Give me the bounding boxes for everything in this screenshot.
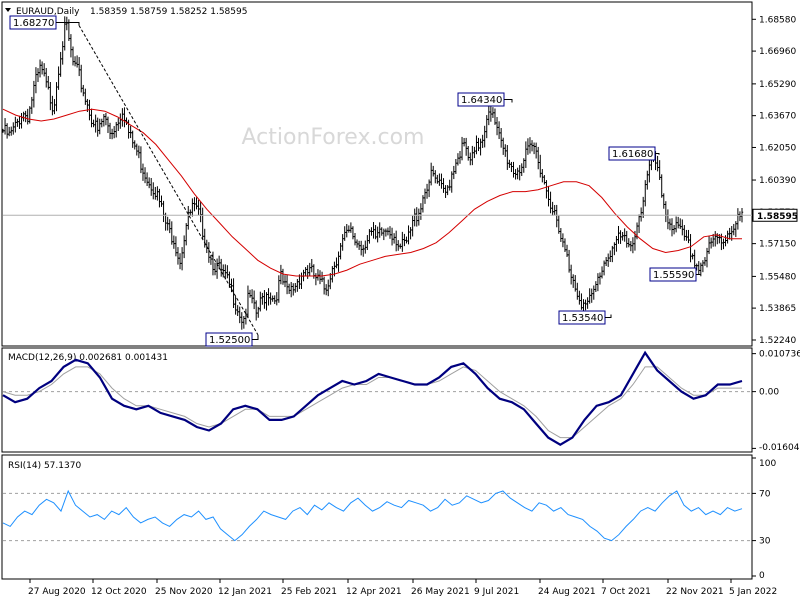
price-axis: 1.68580 1.66960 1.65290 1.63670 1.62050 1.603… [752,15,796,346]
rsi-tick-label: 70 [759,489,771,499]
rsi-tick-label: 0 [759,571,765,581]
time-tick-label: 12 Oct 2020 [91,587,147,597]
price-tick-label: 1.66960 [759,47,796,57]
macd-tick-label: -0.016046 [759,443,800,453]
annotation-leader [56,22,80,26]
price-tick-label: 1.55480 [759,272,796,282]
annotation-label: 1.53540 [562,313,603,324]
macd-line [2,350,743,446]
annotation-label: 1.55590 [653,270,694,281]
trendline [78,25,259,336]
time-tick-label: 24 Aug 2021 [538,587,596,597]
price-panel-border [1,1,753,347]
time-tick-label: 12 Apr 2021 [346,587,402,597]
ohlc-readout: 1.58359 1.58759 1.58252 1.58595 [90,7,247,17]
symbol-label: EURAUD,Daily [16,7,80,17]
price-candles [1,16,744,330]
rsi-tick-label: 30 [759,537,771,547]
time-tick-label: 9 Jul 2021 [474,587,519,597]
time-tick-label: 25 Feb 2021 [281,587,337,597]
last-price-tag: 1.58595 [752,208,798,222]
moving-average-line [2,108,742,277]
price-tick-label: 1.63670 [759,112,796,122]
annotation-leader [252,334,259,340]
annotation-leader [504,99,513,103]
macd-panel-border [1,347,753,453]
price-tick-label: 1.62050 [759,143,796,153]
price-tick-label: 1.68580 [759,15,796,25]
price-tick-label: 1.65290 [759,80,796,90]
price-annotations: 1.68270 1.52500 1.64340 1.53540 1.61680 1.555… [9,15,701,347]
macd-axis: 0.010736 0.00 -0.016046 [752,350,800,453]
time-tick-label: 25 Nov 2020 [155,587,213,597]
time-axis: 27 Aug 2020 12 Oct 2020 25 Nov 2020 12 Jan … [28,579,777,597]
macd-tick-label: 0.00 [759,388,779,398]
time-tick-label: 7 Oct 2021 [601,587,651,597]
macd-tick-label: 0.010736 [759,350,800,360]
price-tick-label: 1.52240 [759,336,796,346]
price-tick-label: 1.60390 [759,176,796,186]
rsi-line [2,489,743,542]
annotation-label: 1.64340 [461,95,502,106]
annotation-label: 1.68270 [13,18,54,29]
macd-signal-line [2,366,742,439]
time-tick-label: 26 May 2021 [411,587,470,597]
annotation-leader [655,153,660,155]
annotation-label: 1.61680 [612,149,653,160]
last-price-value: 1.58595 [757,212,798,222]
rsi-tick-label: 100 [759,459,776,469]
last-price-box [752,208,798,222]
price-tick-label: 1.57150 [759,240,796,250]
rsi-title: RSI(14) 57.1370 [8,461,81,471]
price-tick-label: 1.53865 [759,304,796,314]
annotation-label: 1.52500 [209,335,250,346]
time-tick-label: 22 Nov 2021 [666,587,724,597]
collapse-arrow-icon[interactable] [5,8,11,12]
watermark: ActionForex.com [242,125,425,150]
time-tick-label: 27 Aug 2020 [28,587,86,597]
time-tick-label: 5 Jan 2022 [729,587,777,597]
rsi-panel-border [1,454,753,580]
rsi-axis: 100 70 30 0 [752,457,776,581]
macd-title: MACD(12,26,9) 0.002681 0.001431 [8,353,168,363]
annotation-leader [605,314,612,318]
time-tick-label: 12 Jan 2021 [218,587,272,597]
